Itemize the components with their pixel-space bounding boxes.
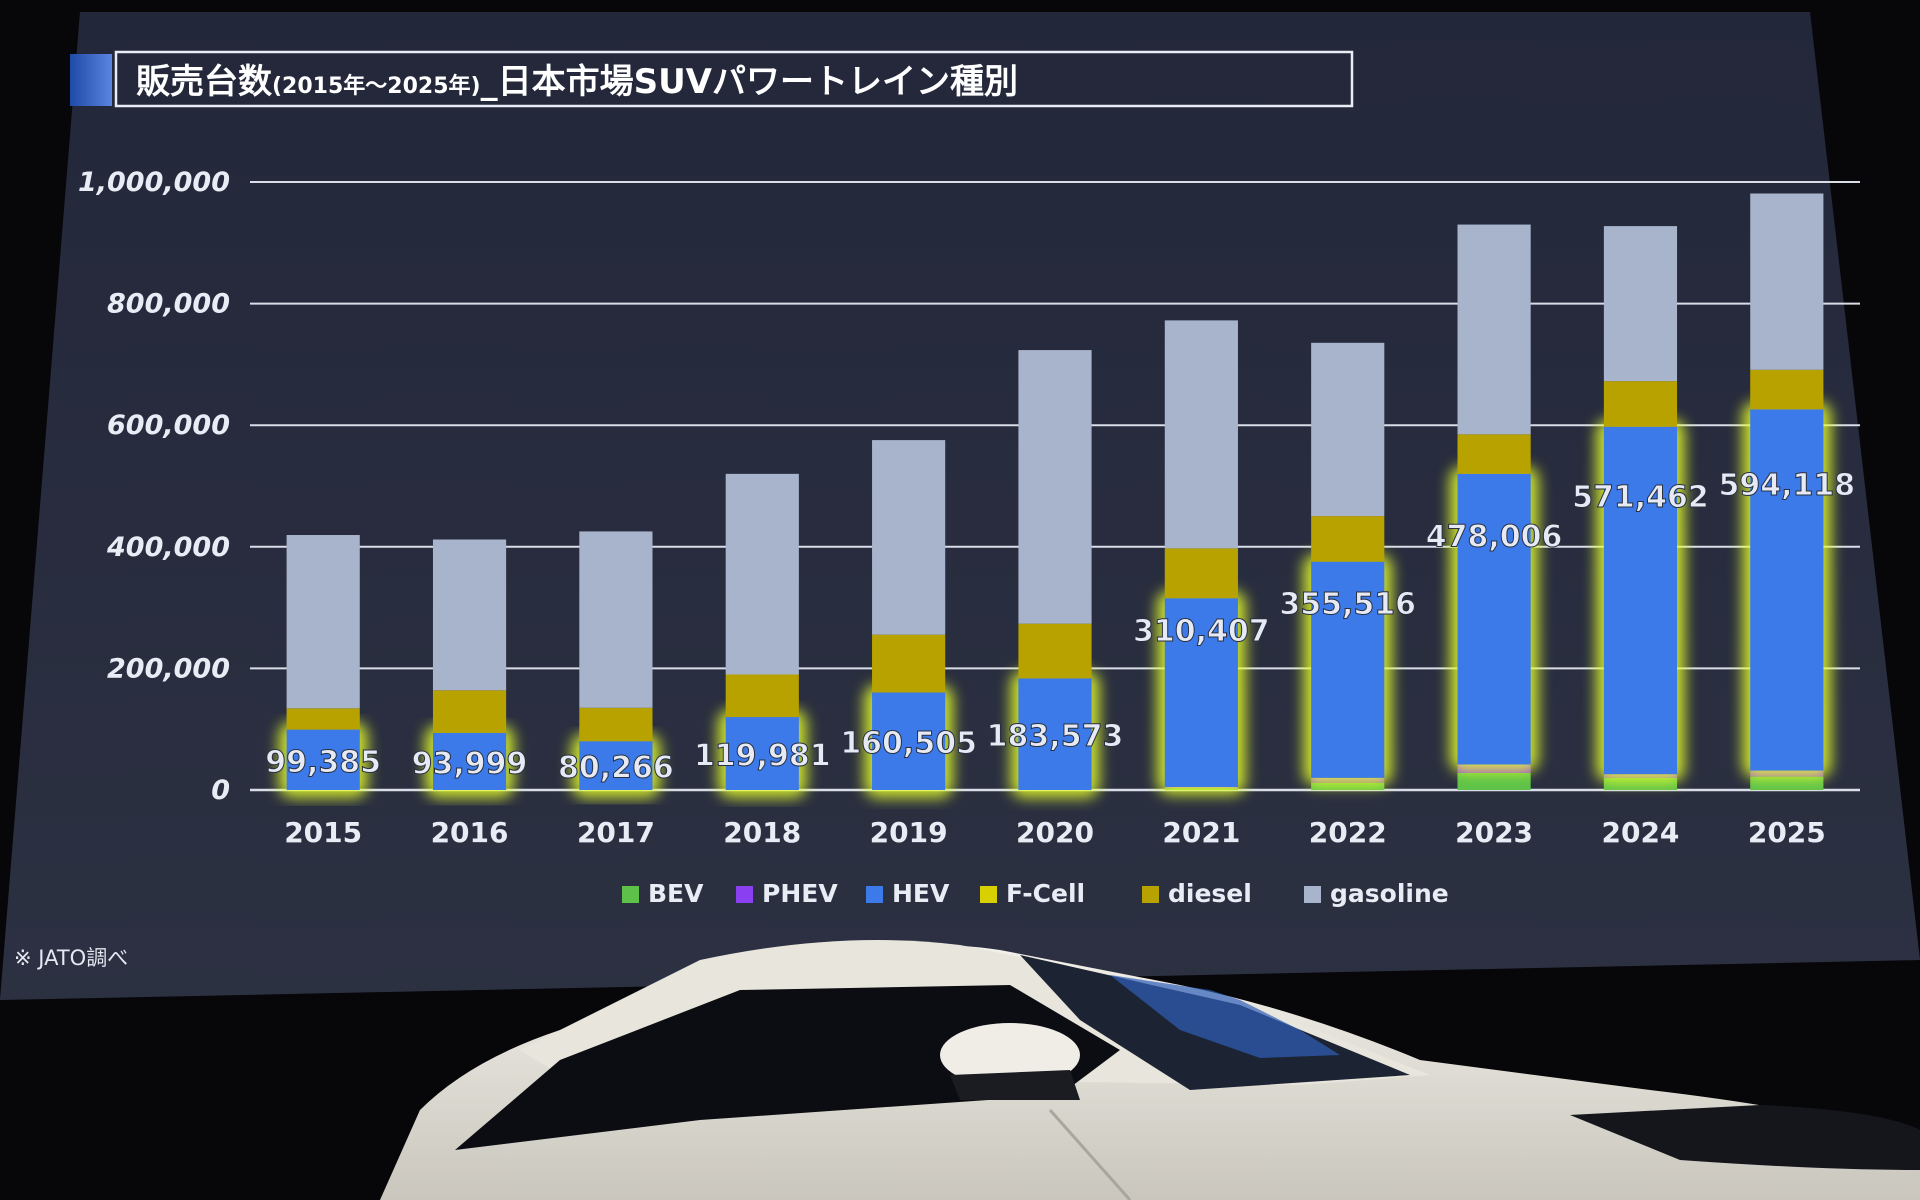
x-tick-label: 2019 xyxy=(870,816,948,849)
x-tick-label: 2023 xyxy=(1455,816,1533,849)
title-main: 販売台数 xyxy=(136,62,272,102)
title-frame xyxy=(114,50,1354,108)
y-tick-label: 1,000,000 xyxy=(78,167,230,198)
bar-segment-gasoline xyxy=(579,531,653,708)
bar-segment-diesel xyxy=(1311,516,1385,562)
bar-segment-hev xyxy=(432,732,507,790)
bar-segment-gasoline xyxy=(725,473,799,675)
y-tick-label: 400,000 xyxy=(106,532,230,563)
bar-segment-gasoline xyxy=(1311,342,1385,517)
legend-label-hev: HEV xyxy=(892,879,950,908)
legend-label-diesel: diesel xyxy=(1168,879,1252,908)
legend-swatch-f-cell xyxy=(980,886,997,903)
bar-segment-gasoline xyxy=(1164,320,1238,549)
legend-label-bev: BEV xyxy=(648,879,704,908)
slide-title: 販売台数(2015年～2025年)_日本市場SUVパワートレイン種別 xyxy=(136,62,1018,102)
data-label: 355,516 xyxy=(1279,587,1416,622)
legend-swatch-phev xyxy=(736,886,753,903)
x-tick-label: 2016 xyxy=(431,816,509,849)
title-years: (2015年～2025年) xyxy=(272,73,481,99)
y-tick-label: 200,000 xyxy=(107,653,230,684)
legend-swatch-bev xyxy=(622,886,639,903)
legend-swatch-hev xyxy=(866,886,883,903)
legend-label-gasoline: gasoline xyxy=(1330,879,1449,908)
bar-segment-bev xyxy=(1750,776,1824,790)
stacked-bar-chart: 0 200,000 400,000 600,000 800,000 1,000,000 20… xyxy=(78,167,1860,908)
y-tick-label: 0 xyxy=(211,775,230,806)
x-tick-label: 2017 xyxy=(577,816,655,849)
bar-segment-hev xyxy=(872,692,946,790)
bar-segment-gasoline xyxy=(1018,350,1092,624)
x-tick-label: 2018 xyxy=(723,816,801,849)
bar-segment-hev xyxy=(286,729,360,790)
bar-segment-diesel xyxy=(1457,434,1531,474)
bar-segment-gasoline xyxy=(1457,224,1531,435)
bar-segment-hev xyxy=(1164,598,1238,787)
bar-segment-diesel xyxy=(1018,623,1092,679)
legend-swatch-diesel xyxy=(1142,886,1159,903)
bar-segment-bev xyxy=(1457,772,1531,790)
data-label: 80,266 xyxy=(558,751,674,786)
source-note: ※ JATO調べ xyxy=(14,946,128,970)
data-label: 594,118 xyxy=(1718,468,1855,503)
slide-title-bar: 販売台数(2015年～2025年)_日本市場SUVパワートレイン種別 xyxy=(70,50,1354,108)
bar-segment-hev xyxy=(1603,426,1678,775)
x-tick-label: 2015 xyxy=(284,816,362,849)
bar-segment-diesel xyxy=(1603,381,1678,427)
x-tick-label: 2024 xyxy=(1601,816,1679,849)
bar-segment-gasoline xyxy=(432,539,507,691)
bar-segment-diesel xyxy=(725,674,799,718)
bar-segment-diesel xyxy=(432,690,507,733)
bar-segment-diesel xyxy=(579,707,653,742)
title-rest: _日本市場SUVパワートレイン種別 xyxy=(481,62,1018,102)
x-tick-label: 2025 xyxy=(1748,816,1826,849)
legend-label-f-cell: F-Cell xyxy=(1006,879,1085,908)
bar-segment-diesel xyxy=(1164,548,1238,599)
bar-segment-diesel xyxy=(872,634,946,693)
bar-segment-gasoline xyxy=(286,535,360,709)
y-tick-label: 800,000 xyxy=(107,289,230,320)
x-tick-label: 2020 xyxy=(1016,816,1094,849)
x-tick-label: 2022 xyxy=(1309,816,1387,849)
data-label: 571,462 xyxy=(1572,480,1709,515)
bar-segment-hev xyxy=(1018,678,1092,790)
legend-swatch-gasoline xyxy=(1304,886,1321,903)
bar-segment-hev xyxy=(579,741,653,790)
data-label: 119,981 xyxy=(694,739,831,774)
data-label: 478,006 xyxy=(1426,519,1563,554)
data-label: 310,407 xyxy=(1133,614,1270,649)
data-label: 160,505 xyxy=(840,726,977,761)
data-label: 183,573 xyxy=(987,719,1124,754)
bar-segment-bev xyxy=(1311,782,1385,790)
bar-segment-hev xyxy=(1750,409,1824,771)
bar-segment-diesel xyxy=(286,708,360,730)
data-label: 93,999 xyxy=(412,746,528,781)
title-accent-tab xyxy=(70,54,112,106)
y-tick-label: 600,000 xyxy=(107,410,230,441)
legend-label-phev: PHEV xyxy=(762,879,838,908)
bar-segment-gasoline xyxy=(872,440,946,635)
bar-segment-diesel xyxy=(1750,369,1824,410)
bar-segment-hev xyxy=(1457,473,1531,765)
data-label: 99,385 xyxy=(265,745,381,780)
bar-segment-gasoline xyxy=(1750,193,1824,370)
x-tick-label: 2021 xyxy=(1162,816,1240,849)
bar-segment-gasoline xyxy=(1603,226,1678,382)
bar-segment-hev xyxy=(725,717,799,790)
bar-segment-hev xyxy=(1311,561,1385,778)
